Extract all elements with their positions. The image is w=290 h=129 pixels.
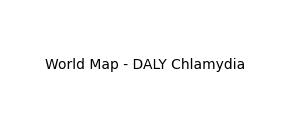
Text: World Map - DALY Chlamydia: World Map - DALY Chlamydia — [45, 58, 245, 71]
